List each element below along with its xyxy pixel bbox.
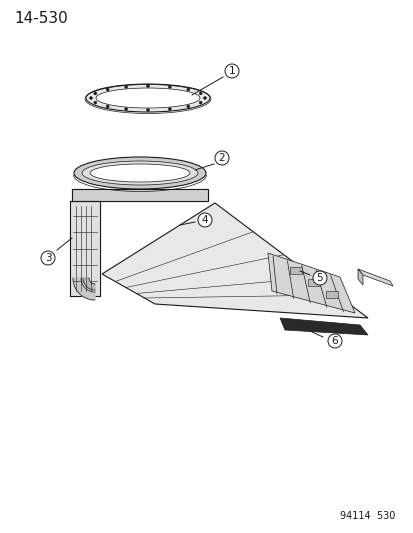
Circle shape [124,85,127,88]
Text: 6: 6 [331,336,337,346]
Text: 3: 3 [45,253,51,263]
Polygon shape [267,253,354,313]
Circle shape [41,251,55,265]
Circle shape [327,334,341,348]
Circle shape [203,96,206,100]
Polygon shape [70,201,100,296]
Circle shape [106,105,109,108]
Circle shape [106,88,109,91]
Polygon shape [102,203,367,318]
Circle shape [312,271,326,285]
Polygon shape [72,189,207,201]
Circle shape [199,101,202,104]
Ellipse shape [90,164,190,182]
Circle shape [94,101,97,104]
Text: 4: 4 [201,215,208,225]
Circle shape [124,108,127,110]
Text: 94114  530: 94114 530 [339,511,394,521]
Circle shape [168,85,171,88]
Polygon shape [83,278,95,290]
Polygon shape [357,269,362,285]
Text: 5: 5 [316,273,323,283]
Circle shape [168,108,171,110]
Circle shape [146,109,149,111]
Circle shape [94,92,97,95]
Ellipse shape [74,157,206,189]
Polygon shape [73,278,95,300]
Polygon shape [357,269,392,286]
Text: 1: 1 [228,66,235,76]
Text: 2: 2 [218,153,225,163]
Bar [325,291,337,298]
Ellipse shape [96,88,199,108]
Bar [307,279,319,286]
Circle shape [199,92,202,95]
Circle shape [224,64,238,78]
Circle shape [89,96,92,100]
Bar [289,267,301,274]
Circle shape [186,88,189,91]
Circle shape [146,85,149,87]
Circle shape [197,213,211,227]
Circle shape [186,105,189,108]
Circle shape [214,151,228,165]
Ellipse shape [82,161,197,185]
Ellipse shape [86,84,209,112]
Polygon shape [279,318,367,335]
Text: 14-530: 14-530 [14,11,68,26]
